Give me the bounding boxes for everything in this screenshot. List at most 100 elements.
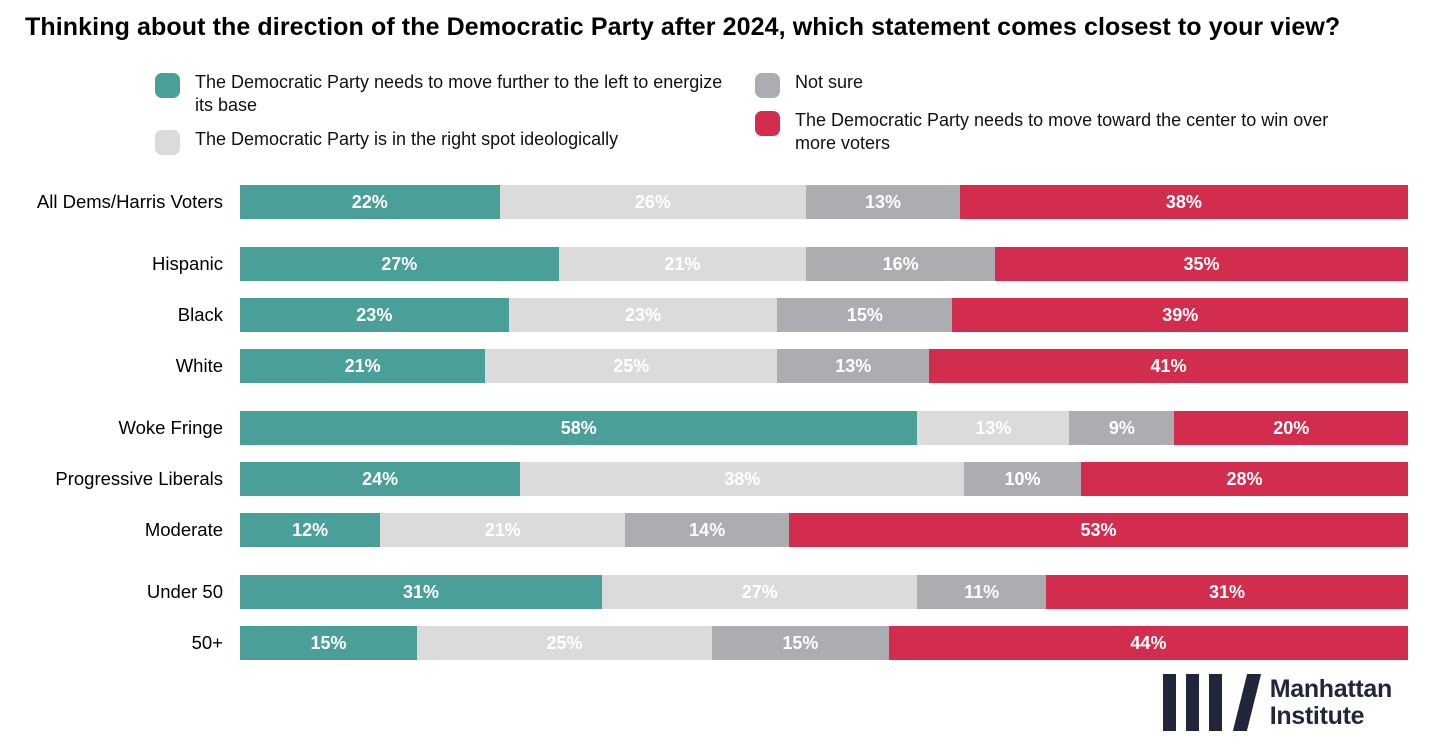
bar-segment-move-center: 35%: [995, 247, 1408, 281]
bar-group-2: Hispanic 27% 21% 16% 35% Black 23% 23% 15% 39% Whi…: [0, 247, 1408, 383]
chart-row: White 21% 25% 13% 41%: [0, 349, 1408, 383]
manhattan-institute-logo-icon: [1162, 674, 1261, 731]
chart-row: Black 23% 23% 15% 39%: [0, 298, 1408, 332]
bar-segment-move-center: 44%: [888, 626, 1408, 660]
bar-segment-right-spot: 25%: [485, 349, 778, 383]
bar-track: 12% 21% 14% 53%: [240, 513, 1408, 547]
bar-segment-move-center: 20%: [1174, 411, 1408, 445]
value-label: 13%: [835, 355, 872, 376]
category-label: Woke Fringe: [118, 417, 223, 438]
legend-swatch-move-center: [755, 111, 780, 136]
value-label: 11%: [964, 581, 1000, 602]
value-label: 41%: [1150, 355, 1187, 376]
legend-item-not-sure: Not sure: [755, 71, 1395, 98]
chart-row: Woke Fringe 58% 13% 9% 20%: [0, 411, 1408, 445]
value-label: 15%: [782, 632, 819, 653]
legend-item-move-left: The Democratic Party needs to move furth…: [155, 71, 755, 117]
value-label: 13%: [864, 191, 902, 212]
value-label: 13%: [975, 417, 1012, 438]
bar-segment-move-left: 24%: [240, 462, 521, 496]
bar-segment-move-left: 23%: [240, 298, 509, 332]
bar-track: 15% 25% 15% 44%: [240, 626, 1408, 660]
value-label: 21%: [344, 355, 381, 376]
category-label: White: [175, 355, 223, 376]
bar-segment-move-left: 12%: [240, 513, 381, 547]
value-label: 20%: [1273, 417, 1310, 438]
value-label: 21%: [664, 253, 701, 274]
value-label: 38%: [1165, 191, 1202, 212]
bar-segment-move-center: 39%: [952, 298, 1408, 332]
bar-track: 24% 38% 10% 28%: [240, 462, 1408, 496]
bar-group-1: All Dems/Harris Voters 22% 26% 13% 38%: [0, 185, 1409, 219]
value-label: 15%: [846, 304, 883, 325]
bar-segment-move-center: 28%: [1080, 462, 1408, 496]
bar-track: 31% 27% 11% 31%: [240, 575, 1408, 609]
bar-segment-move-left: 22%: [240, 185, 500, 219]
bar-segment-move-left: 27%: [240, 247, 559, 281]
logo-text-line2: Institute: [1269, 701, 1365, 730]
chart-row: Moderate 12% 21% 14% 53%: [0, 513, 1408, 547]
legend-item-right-spot: The Democratic Party is in the right spo…: [155, 128, 755, 156]
bar-segment-move-center: 41%: [929, 349, 1408, 383]
value-label: 31%: [1208, 581, 1245, 602]
category-label: All Dems/Harris Voters: [36, 191, 223, 212]
bar-track: 58% 13% 9% 20%: [240, 411, 1408, 445]
bar-segment-not-sure: 15%: [777, 298, 953, 332]
legend-column-left: The Democratic Party needs to move furth…: [155, 71, 755, 156]
value-label: 35%: [1183, 253, 1220, 274]
bar-segment-move-left: 15%: [240, 626, 417, 660]
bar-segment-right-spot: 26%: [499, 185, 807, 219]
bar-track: 27% 21% 16% 35%: [240, 247, 1408, 281]
bar-segment-not-sure: 13%: [806, 185, 960, 219]
bar-segment-right-spot: 21%: [380, 513, 626, 547]
legend-label-move-left: The Democratic Party needs to move furth…: [195, 72, 723, 116]
value-label: 58%: [560, 417, 597, 438]
bar-segment-move-center: 38%: [959, 185, 1409, 219]
category-label: Hispanic: [152, 253, 223, 274]
bar-group-3: Woke Fringe 58% 13% 9% 20% Progressive Libera…: [0, 411, 1408, 547]
legend-swatch-not-sure: [755, 73, 780, 98]
legend-label-right-spot: The Democratic Party is in the right spo…: [195, 129, 619, 150]
value-label: 39%: [1162, 304, 1199, 325]
legend-label-not-sure: Not sure: [795, 72, 864, 92]
bar-segment-move-left: 21%: [240, 349, 486, 383]
value-label: 24%: [362, 468, 399, 489]
value-label: 23%: [624, 304, 661, 325]
value-label: 23%: [356, 304, 393, 325]
bar-segment-not-sure: 10%: [964, 462, 1081, 496]
chart-row: All Dems/Harris Voters 22% 26% 13% 38%: [0, 185, 1409, 219]
bar-track: 23% 23% 15% 39%: [240, 298, 1408, 332]
category-label: Progressive Liberals: [55, 468, 223, 489]
value-label: 28%: [1226, 468, 1263, 489]
bar-segment-not-sure: 11%: [917, 575, 1046, 609]
value-label: 53%: [1080, 519, 1117, 540]
value-label: 14%: [689, 519, 726, 540]
value-label: 10%: [1004, 468, 1041, 489]
logo-text-line1: Manhattan: [1269, 675, 1393, 703]
value-label: 27%: [381, 253, 418, 274]
chart-title: Thinking about the direction of the Demo…: [25, 13, 1341, 41]
value-label: 44%: [1130, 632, 1167, 653]
bar-segment-not-sure: 13%: [777, 349, 930, 383]
value-label: 21%: [484, 519, 521, 540]
bar-segment-right-spot: 25%: [416, 626, 712, 660]
value-label: 25%: [613, 355, 650, 376]
bar-track: 21% 25% 13% 41%: [240, 349, 1408, 383]
bar-segment-move-left: 58%: [240, 411, 918, 445]
legend-item-move-center: The Democratic Party needs to move towar…: [755, 109, 1395, 155]
value-label: 27%: [741, 581, 778, 602]
chart-legend: The Democratic Party needs to move furth…: [155, 71, 1395, 156]
value-label: 16%: [882, 253, 919, 274]
category-label: Moderate: [144, 519, 223, 540]
bar-segment-right-spot: 38%: [520, 462, 965, 496]
legend-column-right: Not sure The Democratic Party needs to m…: [755, 71, 1395, 155]
value-label: 25%: [546, 632, 583, 653]
manhattan-institute-logo-text: Manhattan Institute: [1269, 675, 1393, 730]
value-label: 22%: [351, 191, 388, 212]
category-label: 50+: [191, 632, 223, 653]
bar-segment-not-sure: 9%: [1069, 411, 1175, 445]
value-label: 26%: [634, 191, 671, 212]
bar-track: 22% 26% 13% 38%: [240, 185, 1409, 219]
bar-segment-right-spot: 27%: [602, 575, 918, 609]
